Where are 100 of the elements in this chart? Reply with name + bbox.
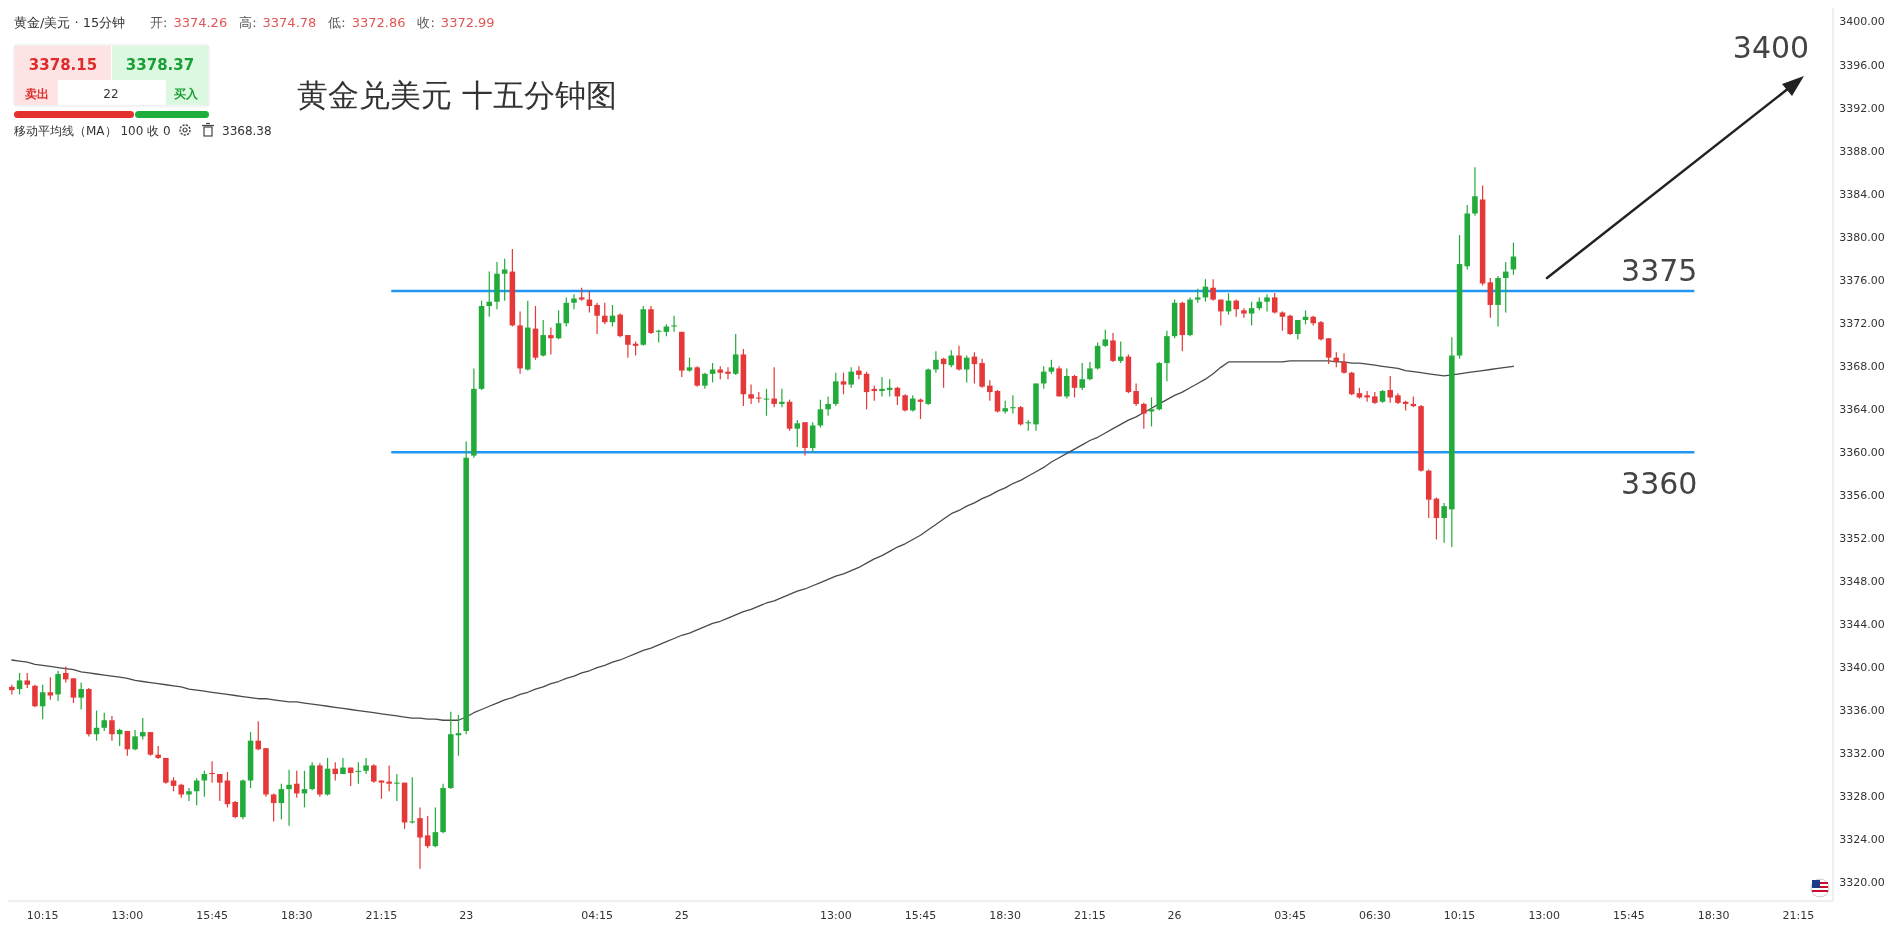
- candlestick: [1472, 166, 1478, 217]
- x-tick-label: 13:00: [1528, 909, 1561, 922]
- x-tick-label: 06:30: [1358, 909, 1391, 922]
- y-tick-label: 3384.00: [1839, 187, 1885, 201]
- annotation: 3378.37: [125, 56, 195, 74]
- y-tick-label: 3352.00: [1839, 531, 1885, 545]
- candlestick: [879, 376, 885, 397]
- x-tick-label: 26: [1167, 909, 1182, 922]
- x-tick-label: 25: [674, 909, 689, 922]
- candlestick: [286, 769, 292, 827]
- y-tick-label: 3396.00: [1839, 58, 1885, 72]
- candlestick: [1264, 293, 1270, 312]
- candlestick: [840, 372, 847, 395]
- annotation: 买入: [174, 87, 199, 101]
- candlestick: [1218, 298, 1224, 326]
- candlestick: [1279, 310, 1286, 332]
- candlestick: [501, 258, 508, 302]
- x-tick-label: 15:45: [904, 909, 937, 922]
- candlestick: [548, 326, 554, 356]
- y-tick-label: 3364.00: [1839, 402, 1885, 416]
- y-tick-label: 3360.00: [1839, 445, 1885, 459]
- x-tick-label: 03:45: [1274, 909, 1306, 922]
- candlestick: [1318, 320, 1324, 342]
- x-tick-label: 10:15: [1443, 909, 1476, 922]
- candlestick: [340, 757, 346, 775]
- candlestick: [594, 302, 600, 335]
- x-tick-label: 04:15: [581, 909, 613, 922]
- candlestick: [540, 319, 546, 358]
- candlestick: [1287, 314, 1293, 336]
- candlestick: [1325, 337, 1332, 365]
- x-tick-label: 13:00: [111, 909, 144, 922]
- candlestick: [732, 333, 739, 376]
- candlestick: [1141, 402, 1147, 430]
- candlestick: [817, 399, 824, 429]
- candlestick: [1133, 382, 1139, 407]
- candlestick: [833, 372, 839, 407]
- candlestick: [293, 770, 300, 799]
- candlestick: [1064, 367, 1070, 400]
- x-tick-label: 18:30: [280, 909, 313, 922]
- candlestick: [1087, 361, 1093, 381]
- annotation: 22: [103, 87, 119, 101]
- x-tick-label: 23: [459, 909, 474, 922]
- candlestick: [1010, 394, 1016, 415]
- x-tick-label: 10:15: [26, 909, 59, 922]
- candlestick: [602, 302, 608, 325]
- candlestick: [979, 358, 985, 389]
- annotation: 3378.15: [28, 56, 98, 74]
- candlestick: [571, 293, 577, 310]
- y-tick-label: 3340.00: [1839, 661, 1885, 675]
- annotation: 黄金/美元 · 15分钟: [14, 15, 126, 30]
- annotation: 移动平均线（MA） 100 收 0: [14, 124, 171, 138]
- x-tick-label: 18:30: [989, 909, 1022, 922]
- candlestick: [224, 771, 231, 808]
- candlestick: [625, 334, 631, 359]
- x-tick-label: 15:45: [196, 909, 228, 922]
- candlestick: [55, 670, 61, 702]
- candlestick: [856, 365, 862, 380]
- candlestick: [278, 783, 285, 820]
- ref-line-label: 3360: [1621, 466, 1698, 502]
- x-tick-label: 21:15: [1782, 909, 1815, 922]
- annotation: 开: 3374.26 高: 3374.78 低: 3372.86 收: 3372.99: [150, 15, 495, 30]
- y-tick-label: 3348.00: [1839, 574, 1885, 588]
- y-tick-label: 3376.00: [1839, 273, 1885, 287]
- y-tick-label: 3328.00: [1839, 790, 1885, 804]
- candlestick: [139, 717, 146, 741]
- candlestick: [648, 305, 654, 335]
- candlestick: [1364, 390, 1370, 403]
- candlestick: [694, 365, 700, 388]
- candlestick: [671, 315, 677, 333]
- candlestick: [255, 720, 262, 751]
- candlestick: [147, 731, 154, 757]
- text: 黄金兑美元 十五分钟图: [297, 77, 617, 113]
- candlestick: [332, 761, 339, 782]
- candlestick: [39, 684, 46, 720]
- candlestick: [132, 729, 138, 751]
- candlestick: [1295, 319, 1301, 340]
- candlestick: [378, 779, 385, 800]
- candlestick: [216, 773, 223, 802]
- y-tick-label: 3324.00: [1839, 833, 1885, 847]
- candlestick: [1487, 277, 1494, 319]
- y-tick-label: 3336.00: [1839, 704, 1885, 718]
- y-tick-label: 3356.00: [1839, 488, 1885, 502]
- annotation: 3400: [1732, 30, 1810, 65]
- candlestick: [101, 712, 108, 732]
- candlestick: [1110, 332, 1116, 363]
- candlestick: [386, 764, 392, 792]
- ref-line-label: 3375: [1621, 252, 1698, 288]
- candlestick: [16, 672, 23, 696]
- candlestick: [1502, 261, 1509, 314]
- candlestick: [933, 350, 939, 374]
- annotation: 卖出: [25, 87, 49, 101]
- candlestick: [1210, 278, 1216, 302]
- candlestick: [32, 684, 38, 708]
- candlestick: [209, 760, 215, 784]
- y-tick-label: 3320.00: [1839, 876, 1885, 890]
- candlestick: [78, 681, 84, 711]
- candlestick: [987, 379, 993, 402]
- x-tick-label: 18:30: [1697, 909, 1730, 922]
- candlestick: [1341, 352, 1347, 375]
- candlestick: [956, 345, 962, 372]
